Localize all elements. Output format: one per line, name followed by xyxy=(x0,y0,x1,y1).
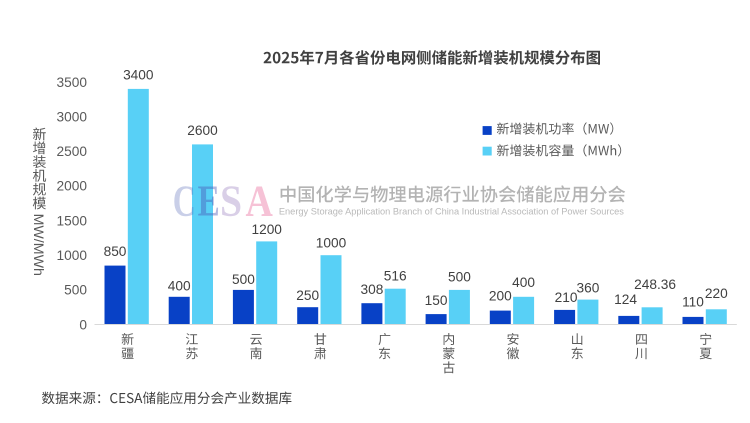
svg-text:308: 308 xyxy=(360,282,383,297)
svg-text:850: 850 xyxy=(104,244,127,259)
svg-text:2000: 2000 xyxy=(57,179,88,194)
svg-text:250: 250 xyxy=(296,288,319,303)
svg-text:360: 360 xyxy=(576,281,599,296)
svg-text:500: 500 xyxy=(448,269,471,284)
svg-text:400: 400 xyxy=(168,279,191,294)
svg-text:C: C xyxy=(173,178,196,226)
svg-text:200: 200 xyxy=(489,289,512,304)
svg-text:A: A xyxy=(246,176,274,225)
svg-text:Energy Storage Application Bra: Energy Storage Application Branch of Chi… xyxy=(279,207,624,217)
svg-text:0: 0 xyxy=(79,317,87,332)
svg-text:3400: 3400 xyxy=(123,68,154,83)
svg-text:124: 124 xyxy=(614,292,637,307)
svg-text:3000: 3000 xyxy=(57,109,88,124)
svg-text:2500: 2500 xyxy=(57,144,88,159)
svg-text:110: 110 xyxy=(682,295,704,310)
svg-text:2600: 2600 xyxy=(187,123,218,138)
svg-text:150: 150 xyxy=(425,293,448,308)
svg-text:1200: 1200 xyxy=(251,222,282,237)
svg-text:248.36: 248.36 xyxy=(634,277,676,292)
svg-text:1000: 1000 xyxy=(316,235,347,250)
svg-text:MW/MWh: MW/MWh xyxy=(30,214,46,276)
svg-text:1000: 1000 xyxy=(57,248,88,263)
svg-text:3500: 3500 xyxy=(57,75,88,90)
svg-text:500: 500 xyxy=(232,272,255,287)
svg-text:500: 500 xyxy=(64,283,87,298)
svg-text:516: 516 xyxy=(384,268,407,283)
svg-text:210: 210 xyxy=(555,290,578,305)
svg-text:220: 220 xyxy=(705,286,728,301)
svg-text:S: S xyxy=(220,178,242,226)
svg-text:1500: 1500 xyxy=(57,213,88,228)
svg-text:E: E xyxy=(198,177,220,226)
svg-text:400: 400 xyxy=(512,275,535,290)
